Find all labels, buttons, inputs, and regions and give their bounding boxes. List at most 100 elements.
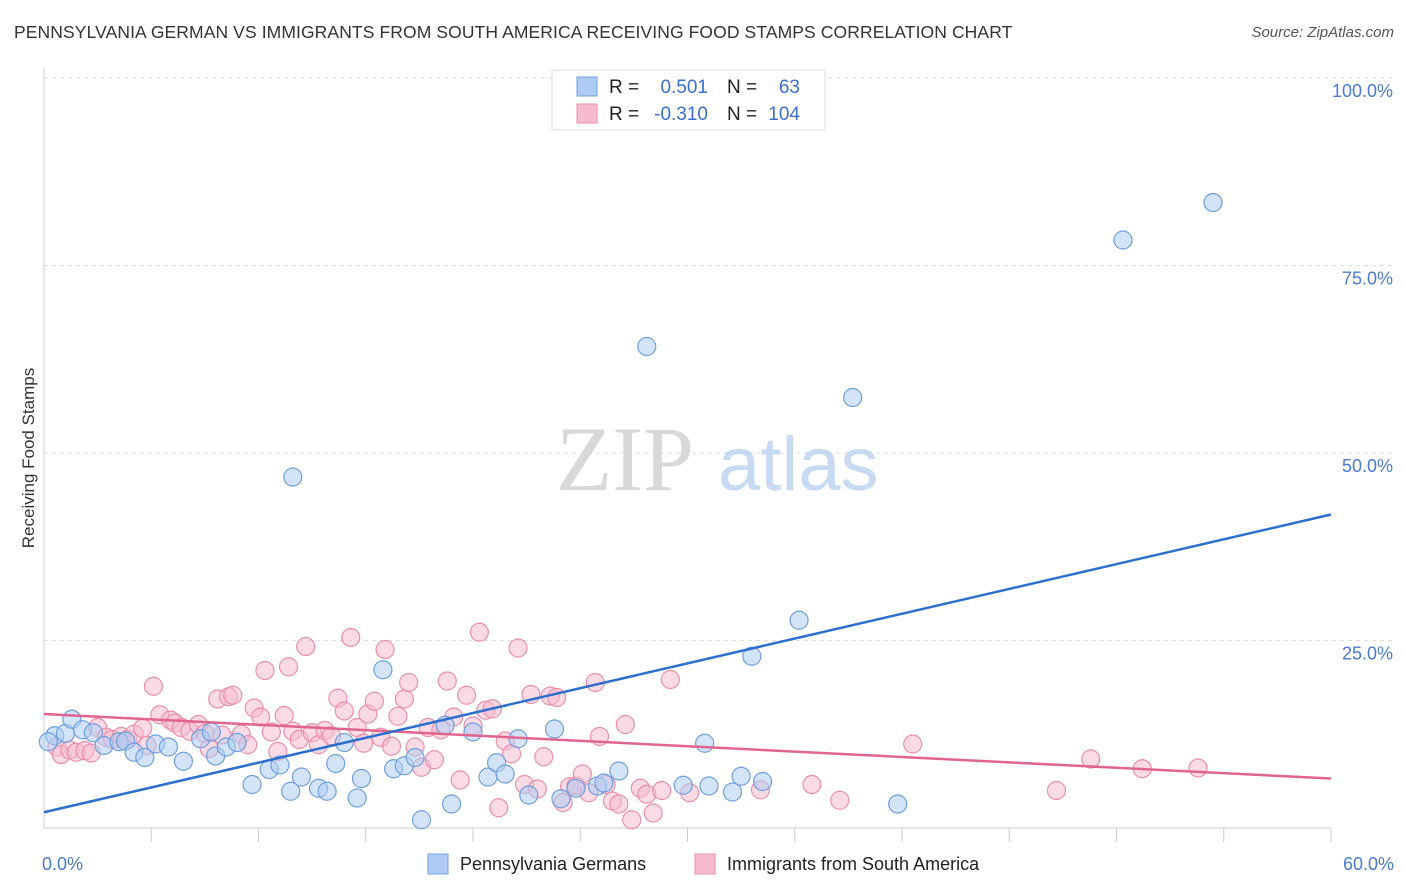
- point-immigrants-76: [534, 747, 554, 767]
- point-penn-german-28: [347, 788, 367, 808]
- point-immigrants-51: [375, 639, 395, 660]
- bottom-legend: Pennsylvania Germans Immigrants from Sou…: [427, 853, 980, 875]
- point-penn-german-58: [843, 387, 863, 408]
- bottom-legend-label-2: Immigrants from South America: [727, 854, 980, 874]
- point-penn-german-23: [291, 767, 311, 787]
- point-penn-german-52: [699, 776, 719, 796]
- point-penn-german-60: [1113, 230, 1133, 250]
- point-penn-german-45: [566, 778, 586, 798]
- trend-line-penn-german: [43, 513, 1332, 814]
- point-penn-german-53: [722, 782, 743, 802]
- point-immigrants-31: [255, 660, 275, 681]
- legend-n-label-2: N =: [727, 104, 757, 125]
- x-tick-label-max: 60.0%: [1343, 854, 1394, 874]
- point-immigrants-12: [133, 718, 153, 738]
- point-penn-german-50: [673, 775, 693, 795]
- point-penn-german-48: [594, 773, 614, 793]
- point-immigrants-72: [508, 638, 528, 658]
- point-immigrants-63: [450, 770, 470, 790]
- point-immigrants-66: [469, 622, 490, 642]
- watermark: ZIP atlas: [556, 408, 879, 510]
- point-immigrants-45: [341, 627, 361, 648]
- point-penn-german-17: [227, 732, 247, 753]
- legend-r-label-2: R =: [609, 104, 639, 125]
- chart-title: PENNSYLVANIA GERMAN VS IMMIGRANTS FROM S…: [14, 22, 1013, 42]
- bottom-legend-swatch-blue: [427, 853, 449, 875]
- legend-n-value-1: 63: [779, 77, 800, 98]
- point-penn-german-33: [405, 747, 425, 768]
- point-penn-german-25: [317, 781, 337, 801]
- point-penn-german-44: [551, 789, 571, 809]
- point-immigrants-94: [652, 780, 672, 801]
- point-penn-german-11: [158, 737, 179, 757]
- point-immigrants-90: [622, 810, 642, 830]
- point-penn-german-18: [242, 774, 262, 795]
- point-penn-german-29: [351, 768, 372, 789]
- point-penn-german-47: [609, 761, 629, 781]
- point-immigrants-32: [261, 722, 281, 742]
- point-immigrants-93: [643, 803, 663, 823]
- point-penn-german-21: [281, 781, 301, 801]
- point-immigrants-95: [660, 669, 680, 690]
- trend-line-immigrants: [43, 712, 1332, 780]
- legend-n-label-1: N =: [727, 77, 757, 98]
- point-penn-german-40: [495, 764, 515, 784]
- x-tick-label-min: 0.0%: [42, 854, 83, 874]
- point-penn-german-12: [173, 751, 194, 771]
- point-penn-german-30: [373, 660, 393, 680]
- point-penn-german-59: [888, 794, 908, 814]
- series-pennsylvania-germans: [38, 192, 1223, 830]
- point-immigrants-100: [903, 734, 923, 754]
- point-immigrants-61: [437, 671, 457, 691]
- point-penn-german-34: [411, 810, 432, 830]
- point-penn-german-51: [695, 733, 715, 753]
- point-penn-german-37: [463, 722, 483, 742]
- point-immigrants-44: [334, 701, 354, 721]
- bottom-legend-label-1: Pennsylvania Germans: [460, 854, 646, 874]
- point-immigrants-49: [364, 691, 384, 711]
- point-immigrants-99: [830, 790, 850, 810]
- point-penn-german-4: [83, 723, 103, 743]
- point-penn-german-56: [752, 771, 773, 792]
- legend-swatch-blue: [576, 76, 598, 97]
- gridlines: [44, 77, 1393, 641]
- point-immigrants-54: [394, 689, 414, 709]
- point-immigrants-35: [278, 657, 299, 677]
- point-penn-german-9: [135, 747, 155, 768]
- point-penn-german-14: [201, 722, 221, 742]
- point-immigrants-52: [381, 736, 402, 756]
- y-tick-label-75: 75.0%: [1342, 269, 1393, 289]
- point-immigrants-53: [388, 706, 408, 726]
- point-penn-german-57: [789, 610, 809, 630]
- point-penn-german-49: [637, 336, 657, 357]
- point-immigrants-104: [1188, 758, 1208, 778]
- point-penn-german-26: [326, 753, 346, 774]
- point-immigrants-101: [1046, 780, 1067, 801]
- legend-swatch-pink: [576, 103, 598, 124]
- y-tick-labels: 25.0% 50.0% 75.0% 100.0%: [1332, 81, 1393, 664]
- watermark-zip: ZIP: [556, 408, 694, 510]
- point-immigrants-89: [615, 714, 635, 735]
- y-axis-label: Receiving Food Stamps: [19, 368, 38, 548]
- watermark-atlas: atlas: [718, 422, 879, 507]
- point-immigrants-102: [1081, 749, 1101, 769]
- y-tick-label-50: 50.0%: [1342, 456, 1393, 476]
- point-penn-german-36: [441, 794, 462, 814]
- point-immigrants-69: [489, 798, 509, 818]
- legend-r-value-2: -0.310: [654, 104, 708, 125]
- point-immigrants-14: [143, 676, 163, 696]
- chart-source: Source: ZipAtlas.com: [1251, 24, 1394, 41]
- point-immigrants-64: [456, 685, 477, 705]
- point-immigrants-59: [424, 750, 444, 770]
- point-immigrants-34: [274, 705, 294, 726]
- point-penn-german-61: [1203, 192, 1223, 213]
- point-immigrants-55: [399, 672, 419, 693]
- legend-r-label-1: R =: [609, 77, 639, 98]
- y-tick-label-100: 100.0%: [1332, 81, 1393, 101]
- point-immigrants-88: [609, 794, 629, 814]
- bottom-legend-swatch-pink: [694, 853, 716, 875]
- point-penn-german-20: [270, 755, 290, 775]
- point-penn-german-62: [38, 732, 58, 752]
- legend-r-value-1: 0.501: [660, 77, 708, 98]
